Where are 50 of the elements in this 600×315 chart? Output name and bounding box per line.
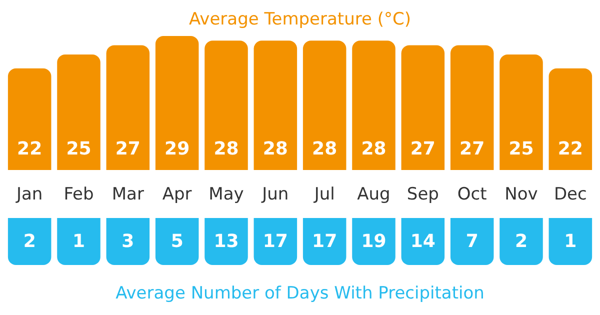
x-tick-label: Sep [406, 184, 439, 204]
bar [548, 68, 592, 170]
data-label: 17 [312, 231, 338, 252]
data-label: 7 [466, 231, 478, 252]
data-label: 5 [170, 231, 184, 252]
data-label: 25 [508, 138, 534, 160]
x-tick-label: Apr [162, 184, 192, 204]
x-tick-label: Mar [112, 184, 144, 204]
bar [450, 45, 494, 170]
bar [106, 45, 150, 170]
x-tick-label: Nov [504, 184, 538, 204]
x-tick-label: Jun [261, 184, 289, 204]
x-tick-label: Aug [357, 184, 390, 204]
data-label: 28 [262, 138, 288, 160]
x-tick-label: Feb [64, 184, 94, 204]
x-tick-label: Oct [457, 184, 488, 204]
data-label: 27 [410, 138, 436, 160]
data-label: 14 [410, 231, 436, 252]
bar [8, 68, 52, 170]
data-label: 29 [164, 138, 190, 160]
bar [204, 40, 248, 170]
bar [401, 45, 445, 170]
chart-title: Average Temperature (°C) [189, 10, 411, 30]
data-label: 1 [72, 231, 86, 252]
data-label: 13 [214, 231, 239, 252]
text: Average Number of Days With Precipitation [116, 284, 484, 304]
data-label: 28 [312, 138, 338, 160]
bar [500, 54, 543, 170]
bar [352, 40, 396, 170]
bar [57, 54, 100, 170]
data-label: 2 [514, 231, 528, 252]
data-label: 27 [115, 138, 140, 160]
data-label: 22 [558, 138, 583, 160]
x-tick-label: May [208, 184, 244, 204]
bar [254, 40, 298, 170]
data-label: 3 [122, 231, 134, 252]
data-label: 28 [361, 138, 386, 160]
bar [155, 36, 199, 170]
x-tick-label: Jan [15, 184, 43, 204]
data-label: 19 [361, 231, 386, 252]
data-label: 25 [66, 138, 92, 160]
x-tick-label: Jul [313, 184, 335, 204]
data-label: 17 [262, 231, 288, 252]
data-label: 22 [17, 138, 42, 160]
x-tick-label: Dec [554, 184, 587, 204]
data-label: 28 [214, 138, 239, 160]
data-label: 2 [23, 231, 36, 252]
data-label: 1 [564, 231, 577, 252]
data-label: 27 [460, 138, 485, 160]
bar [302, 40, 346, 170]
